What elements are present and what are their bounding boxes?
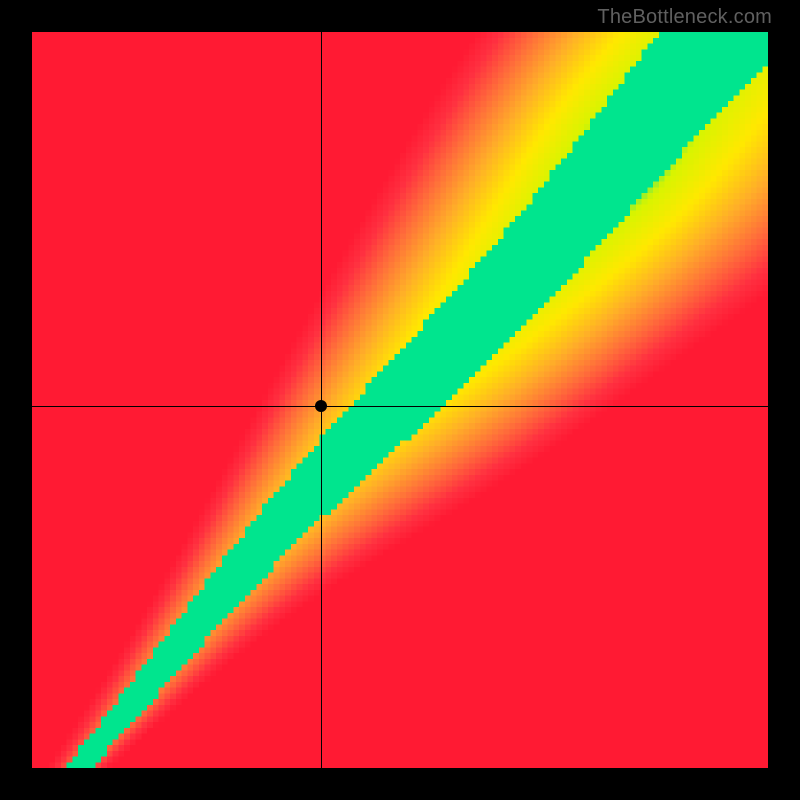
watermark-text: TheBottleneck.com [597,6,772,29]
bottleneck-heatmap-plot [32,32,768,768]
crosshair-horizontal [32,406,768,407]
heatmap-canvas [32,32,768,768]
selection-marker [315,400,327,412]
